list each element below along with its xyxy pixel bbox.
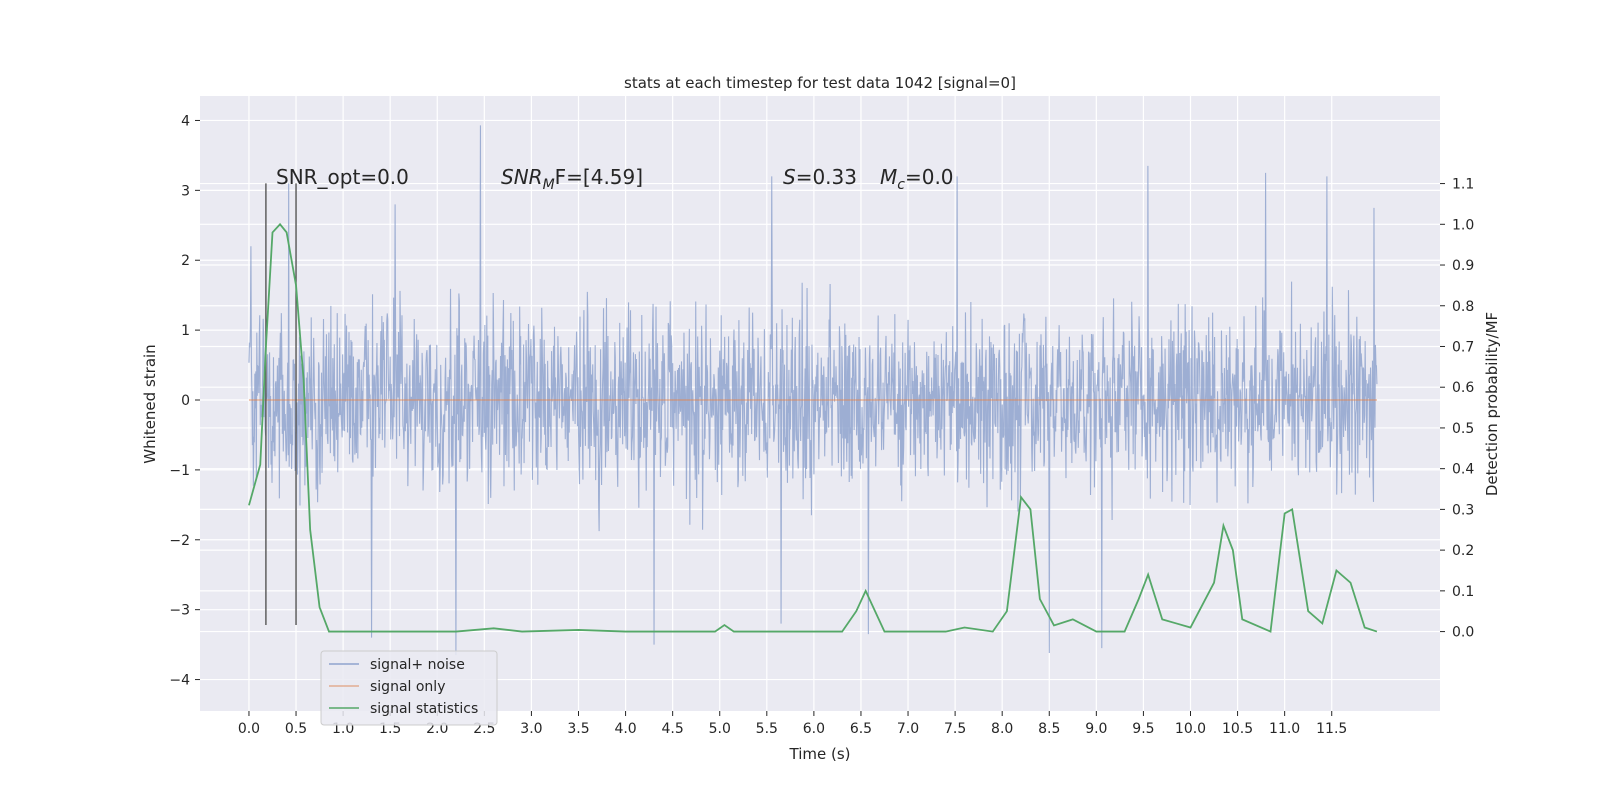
x-tick-label: 4.5 (662, 721, 684, 737)
y-tick-label: −3 (169, 603, 190, 619)
annotation-snr-mf-value: F=[4.59] (555, 165, 643, 189)
x-tick-label: 3.0 (520, 721, 542, 737)
y-tick-label: −2 (169, 533, 190, 549)
svg-text:S=0.33: S=0.33 (783, 165, 857, 189)
y2-axis-label: Detection probability/MF (1483, 312, 1501, 496)
marker-lines (265, 183, 297, 626)
annotation-mc: Mc=0.0 (880, 165, 954, 193)
y-axis-label: Whitened strain (141, 344, 159, 463)
annotation-s: S=0.33 (783, 165, 857, 189)
y-axis-ticks: 4 3 2 1 0 −1 −2 −3 −4 (169, 113, 200, 689)
x-tick-label: 10.5 (1222, 721, 1253, 737)
x-tick-label: 6.0 (803, 721, 825, 737)
y2-tick-label: 0.1 (1452, 584, 1474, 600)
chart-title: stats at each timestep for test data 104… (624, 74, 1016, 92)
y2-tick-label: 0.0 (1452, 625, 1474, 641)
x-tick-label: 11.5 (1316, 721, 1347, 737)
annotation-mc-value: =0.0 (905, 165, 954, 189)
y2-tick-label: 0.4 (1452, 462, 1474, 478)
legend-label-stats: signal statistics (370, 701, 478, 717)
signal-statistics-line (248, 222, 1378, 633)
y2-tick-label: 0.3 (1452, 502, 1474, 518)
svg-text:SNRMF=[4.59]: SNRMF=[4.59] (501, 165, 643, 193)
y2-tick-label: 1.0 (1452, 217, 1474, 233)
x-tick-label: 5.0 (709, 721, 731, 737)
x-tick-label: 7.5 (944, 721, 966, 737)
y2-tick-label: 0.5 (1452, 421, 1474, 437)
annotation-snr-opt: SNR_opt=0.0 (276, 165, 409, 189)
signal-noise-line (248, 125, 1378, 656)
annotation-snr-mf: SNRMF=[4.59] (501, 165, 643, 193)
y2-tick-label: 1.1 (1452, 177, 1474, 193)
x-tick-label: 4.0 (614, 721, 636, 737)
y-tick-label: 1 (181, 323, 190, 339)
signal-noise-series (248, 125, 1378, 656)
x-axis-ticks: 0.0 0.5 1.0 1.5 2.0 2.5 3.0 3.5 4.0 4.5 5.0 5.5 6.0 6… (238, 711, 1347, 737)
x-tick-label: 11.0 (1269, 721, 1300, 737)
annotation-s-value: =0.33 (796, 165, 857, 189)
signal-statistics-series (248, 222, 1378, 633)
x-axis-label: Time (s) (789, 745, 851, 763)
x-tick-label: 0.5 (285, 721, 307, 737)
y2-axis-ticks: 1.1 1.0 0.9 0.8 0.7 0.6 0.5 0.4 0.3 0.2 0.1 0.0 (1440, 177, 1474, 641)
y-tick-label: −1 (169, 463, 190, 479)
legend: signal+ noise signal only signal statist… (320, 650, 498, 726)
x-tick-label: 9.0 (1085, 721, 1107, 737)
y2-tick-label: 0.8 (1452, 299, 1474, 315)
svg-text:Mc=0.0: Mc=0.0 (880, 165, 954, 193)
y-tick-label: −4 (169, 673, 190, 689)
y2-tick-label: 0.7 (1452, 339, 1474, 355)
y-tick-label: 3 (181, 183, 190, 199)
legend-label-noise: signal+ noise (370, 657, 465, 673)
y2-tick-label: 0.9 (1452, 258, 1474, 274)
y-tick-label: 4 (181, 113, 190, 129)
x-tick-label: 5.5 (756, 721, 778, 737)
x-tick-label: 6.5 (850, 721, 872, 737)
x-tick-label: 9.5 (1132, 721, 1154, 737)
y-tick-label: 2 (181, 253, 190, 269)
x-tick-label: 8.5 (1038, 721, 1060, 737)
x-tick-label: 7.0 (897, 721, 919, 737)
x-tick-label: 3.5 (567, 721, 589, 737)
x-tick-label: 8.0 (991, 721, 1013, 737)
x-tick-label: 0.0 (238, 721, 260, 737)
y-tick-label: 0 (181, 393, 190, 409)
x-tick-label: 10.0 (1175, 721, 1206, 737)
y2-tick-label: 0.6 (1452, 380, 1474, 396)
legend-box (320, 650, 498, 726)
y2-tick-label: 0.2 (1452, 543, 1474, 559)
legend-label-signal: signal only (370, 679, 445, 695)
